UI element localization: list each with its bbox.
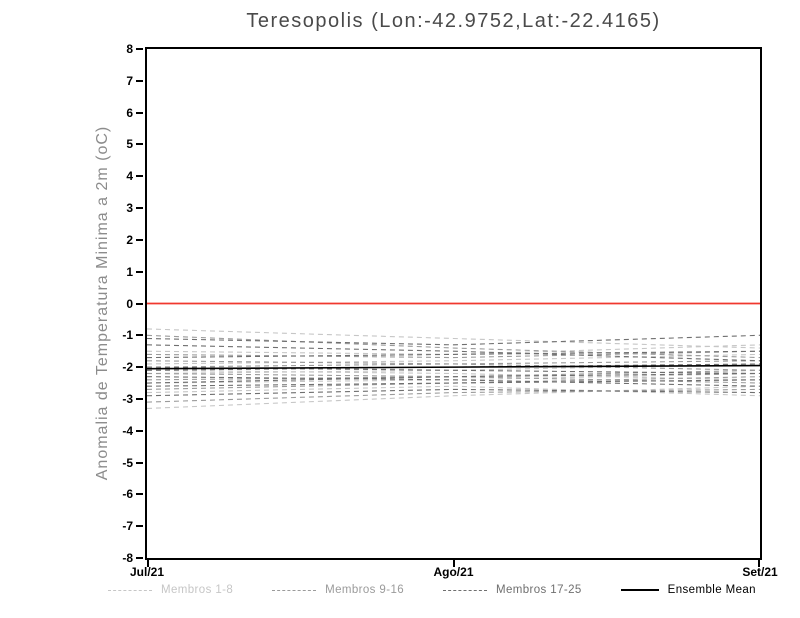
plot-svg [147, 302, 760, 410]
y-tick-label: 1 [126, 264, 133, 279]
x-tick-label: Jul/21 [129, 565, 165, 579]
y-tick-label: -7 [122, 519, 133, 534]
y-tick-mark [136, 397, 143, 400]
legend-label: Membros 1-8 [161, 584, 234, 596]
x-tick-mark [147, 560, 149, 567]
legend-item: Membros 9-16 [272, 584, 404, 596]
y-tick-mark [136, 270, 143, 273]
legend-swatch [272, 589, 317, 591]
member-line [147, 344, 760, 362]
member-line [147, 360, 760, 368]
y-tick-mark [136, 175, 143, 178]
member-line [147, 388, 760, 403]
y-tick-label: 8 [126, 42, 133, 56]
legend-swatch [108, 589, 152, 591]
y-tick-mark [136, 366, 143, 369]
legend: Membros 1-8 Membros 9-16 Membros 17-25 Ense… [108, 584, 756, 596]
member-line [147, 376, 760, 387]
y-tick-label: 6 [126, 105, 133, 120]
y-tick-label: -2 [122, 360, 133, 375]
member-line [147, 334, 760, 346]
y-tick-mark [136, 79, 143, 82]
x-axis: Jul/21 Ago/21 Set/21 [130, 560, 778, 590]
member-line [147, 369, 760, 381]
y-tick-mark [136, 557, 143, 559]
y-tick-label: -6 [122, 487, 133, 502]
x-tick-mark [758, 560, 760, 567]
chart-title: Teresopolis (Lon:-42.9752,Lat:-22.4165) [246, 10, 661, 32]
y-tick-label: -8 [122, 551, 133, 565]
legend-item: Membros 17-25 [442, 584, 582, 596]
legend-label: Ensemble Mean [667, 584, 756, 596]
y-tick-mark [136, 143, 143, 146]
x-tick-label: Ago/21 [433, 565, 474, 579]
y-axis: 8 7 6 5 4 3 2 1 0 -1 -2 -3 -4 -5 -6 -7 -8 [0, 42, 143, 565]
member-line [147, 379, 760, 387]
legend-swatch [442, 589, 487, 591]
y-tick-label: 5 [126, 137, 133, 152]
member-line [147, 385, 760, 397]
legend-label: Membros 17-25 [495, 584, 582, 596]
member-line [147, 334, 760, 359]
member-line [147, 350, 760, 359]
y-tick-mark [136, 207, 143, 210]
legend-swatch [620, 589, 659, 591]
y-tick-label: 0 [126, 296, 133, 311]
y-tick-mark [136, 334, 143, 337]
member-line [147, 372, 760, 384]
ensemble-mean-line [147, 364, 760, 370]
y-tick-mark [136, 111, 143, 114]
y-tick-mark [136, 302, 143, 305]
y-tick-mark [136, 238, 143, 241]
member-line [147, 388, 760, 397]
y-tick-mark [136, 493, 143, 496]
legend-item: Membros 1-8 [108, 584, 233, 596]
plot-area [145, 47, 762, 560]
y-tick-label: -4 [122, 423, 133, 438]
y-tick-mark [136, 429, 143, 432]
member-line [147, 353, 760, 365]
legend-label: Membros 9-16 [325, 584, 405, 596]
legend-item: Ensemble Mean [620, 584, 756, 596]
member-line [147, 328, 760, 349]
x-tick-label: Set/21 [742, 565, 778, 579]
member-line [147, 350, 760, 359]
y-tick-label: 3 [126, 201, 133, 216]
x-tick-mark [452, 560, 455, 567]
y-tick-label: -3 [122, 391, 133, 406]
y-tick-label: -1 [122, 328, 133, 343]
y-tick-label: 2 [126, 232, 133, 247]
member-line [147, 385, 760, 410]
y-tick-label: 4 [126, 169, 133, 184]
y-tick-label: 7 [126, 73, 133, 88]
y-tick-mark [136, 525, 143, 528]
y-tick-label: -5 [122, 455, 133, 470]
y-tick-mark [136, 48, 143, 50]
y-tick-mark [136, 461, 143, 464]
